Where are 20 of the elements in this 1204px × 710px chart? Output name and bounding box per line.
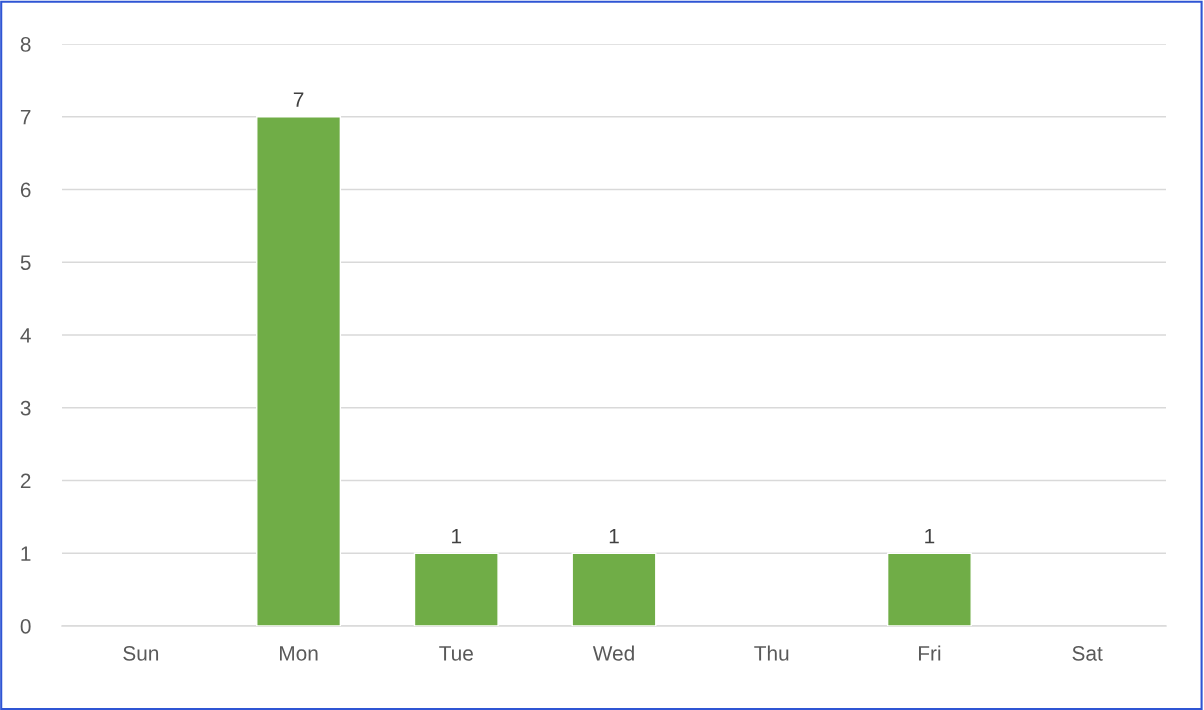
x-tick-label: Wed	[592, 645, 634, 661]
y-tick-label: 7	[20, 109, 31, 125]
data-label: 1	[452, 529, 462, 544]
y-tick-label: 2	[20, 473, 31, 489]
data-label: 1	[609, 529, 619, 544]
y-tick-label: 8	[20, 37, 31, 52]
y-tick-label: 5	[20, 255, 31, 270]
y-tick-label: 0	[20, 619, 31, 634]
x-tick-label: Sun	[123, 645, 159, 661]
x-tick-label: Thu	[754, 645, 789, 661]
x-tick-label: Tue	[439, 646, 473, 661]
x-tick-label: Fri	[918, 645, 941, 661]
x-tick-label: Sat	[1072, 645, 1103, 661]
x-tick-label: Mon	[280, 646, 318, 661]
y-tick-label: 4	[20, 328, 31, 343]
data-label: 7	[293, 92, 304, 107]
y-tick-label: 1	[21, 546, 31, 561]
y-tick-label: 6	[20, 182, 31, 198]
data-label: 1	[925, 529, 935, 544]
y-tick-label: 3	[20, 400, 31, 416]
